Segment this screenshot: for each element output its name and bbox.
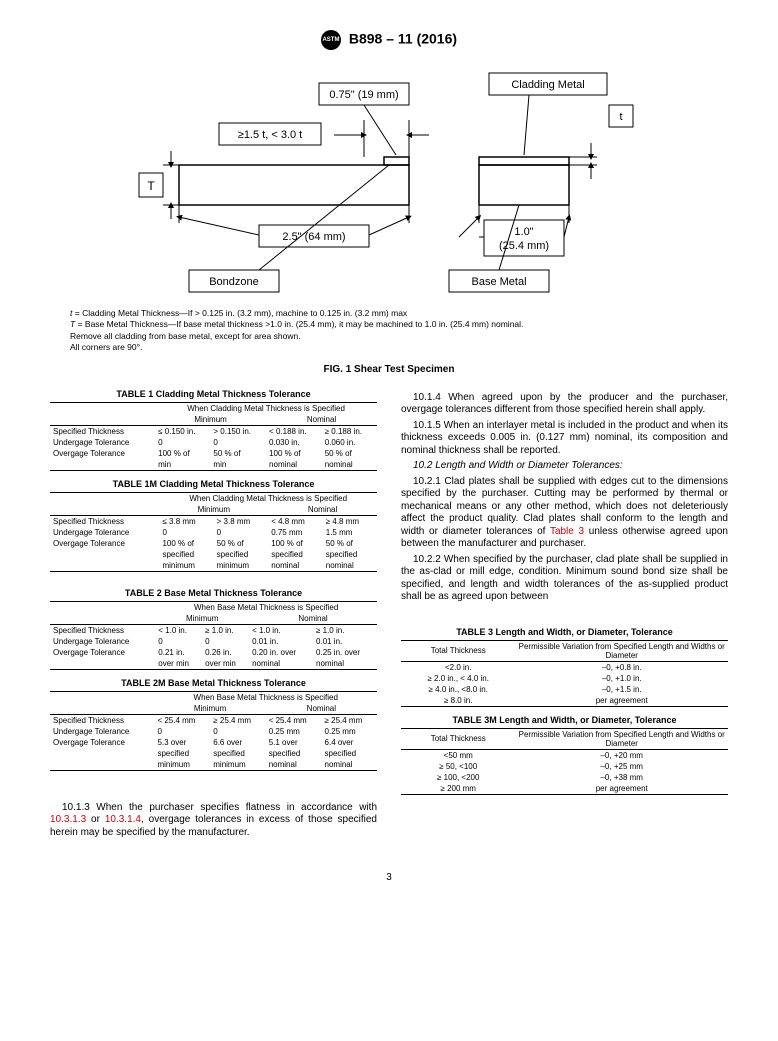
para-10-1-3: 10.1.3 When the purchaser specifies flat… xyxy=(50,802,377,840)
table-3: TABLE 3 Length and Width, or Diameter, T… xyxy=(401,627,728,707)
left-column: TABLE 1 Cladding Metal Thickness Toleran… xyxy=(50,389,377,843)
table-1m-title: TABLE 1M Cladding Metal Thickness Tolera… xyxy=(50,479,377,492)
svg-text:0.75" (19 mm): 0.75" (19 mm) xyxy=(329,89,398,101)
svg-text:1.0": 1.0" xyxy=(514,226,533,238)
table-3-title: TABLE 3 Length and Width, or Diameter, T… xyxy=(401,627,728,640)
link-10-3-1-4[interactable]: 10.3.1.4 xyxy=(105,814,141,825)
note-1: = Cladding Metal Thickness—If > 0.125 in… xyxy=(75,308,407,318)
svg-text:2.5" (64 mm): 2.5" (64 mm) xyxy=(282,231,345,243)
figure-diagram: 0.75" (19 mm) Cladding Metal t ≥1.5 t, <… xyxy=(50,65,728,298)
spec-number: B898 – 11 (2016) xyxy=(349,31,457,47)
table-3m: TABLE 3M Length and Width, or Diameter, … xyxy=(401,715,728,795)
svg-text:≥1.5 t, < 3.0 t: ≥1.5 t, < 3.0 t xyxy=(238,129,302,141)
para-10-2-head: 10.2 Length and Width or Diameter Tolera… xyxy=(401,460,728,473)
note-2: = Base Metal Thickness—If base metal thi… xyxy=(78,319,524,329)
note-3: Remove all cladding from base metal, exc… xyxy=(70,331,728,342)
svg-text:Cladding Metal: Cladding Metal xyxy=(511,79,584,91)
link-10-3-1-3[interactable]: 10.3.1.3 xyxy=(50,814,86,825)
right-column: 10.1.4 When agreed upon by the producer … xyxy=(401,389,728,803)
para-10-1-5: 10.1.5 When an interlayer metal is inclu… xyxy=(401,420,728,458)
svg-text:Bondzone: Bondzone xyxy=(209,276,259,288)
para-10-1-4: 10.1.4 When agreed upon by the producer … xyxy=(401,392,728,417)
note-4: All corners are 90°. xyxy=(70,342,728,353)
astm-logo-icon: ASTM xyxy=(321,30,341,50)
para-10-2-1: 10.2.1 Clad plates shall be supplied wit… xyxy=(401,476,728,551)
figure-notes: t = Cladding Metal Thickness—If > 0.125 … xyxy=(70,308,728,354)
table-2m: TABLE 2M Base Metal Thickness Tolerance … xyxy=(50,678,377,771)
table-2m-title: TABLE 2M Base Metal Thickness Tolerance xyxy=(50,678,377,691)
table-2-title: TABLE 2 Base Metal Thickness Tolerance xyxy=(50,588,377,601)
page-number: 3 xyxy=(50,872,728,883)
table-1-title: TABLE 1 Cladding Metal Thickness Toleran… xyxy=(50,389,377,402)
svg-text:Base Metal: Base Metal xyxy=(471,276,526,288)
doc-header: ASTM B898 – 11 (2016) xyxy=(50,30,728,50)
table-1m: TABLE 1M Cladding Metal Thickness Tolera… xyxy=(50,479,377,572)
svg-text:T: T xyxy=(147,179,155,193)
link-table-3[interactable]: Table 3 xyxy=(550,526,584,537)
svg-text:t: t xyxy=(619,111,622,123)
table-1: TABLE 1 Cladding Metal Thickness Toleran… xyxy=(50,389,377,471)
table-3m-title: TABLE 3M Length and Width, or Diameter, … xyxy=(401,715,728,728)
figure-title: FIG. 1 Shear Test Specimen xyxy=(50,364,728,375)
table-2: TABLE 2 Base Metal Thickness Tolerance W… xyxy=(50,588,377,670)
para-10-2-2: 10.2.2 When specified by the purchaser, … xyxy=(401,554,728,604)
